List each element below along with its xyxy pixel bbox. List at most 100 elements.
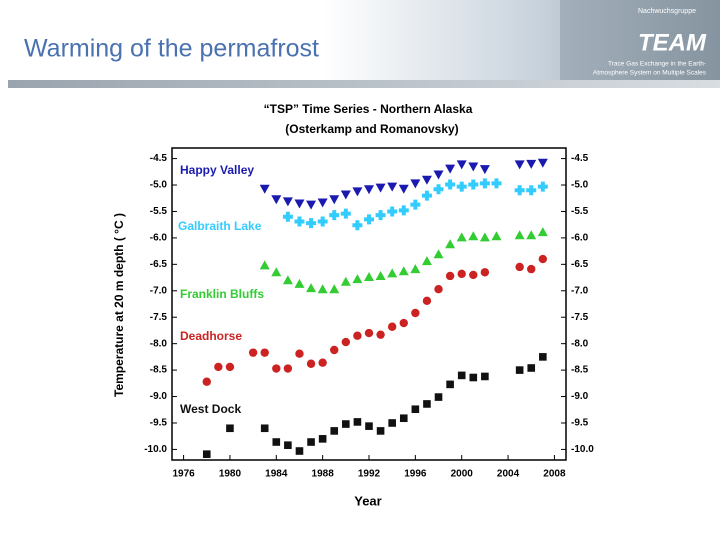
y-tick-label: -5.0 <box>150 180 168 191</box>
series-label: West Dock <box>180 402 241 416</box>
data-point <box>456 160 467 170</box>
data-point <box>387 182 398 192</box>
data-point <box>259 184 270 194</box>
data-point <box>433 170 444 180</box>
data-point <box>388 419 396 427</box>
x-tick-label: 1988 <box>312 469 335 480</box>
data-point <box>479 178 490 189</box>
series-label: Happy Valley <box>180 163 254 177</box>
data-point <box>306 359 316 368</box>
y-tick-label: -8.0 <box>150 338 168 349</box>
data-point <box>282 211 293 222</box>
data-point <box>433 249 444 259</box>
data-point <box>375 270 386 280</box>
data-point <box>398 266 409 276</box>
data-point <box>202 450 211 458</box>
data-point <box>537 158 548 168</box>
data-point <box>340 190 351 200</box>
chart-title: “TSP” Time Series - Northern Alaska <box>264 102 473 116</box>
data-point <box>445 179 456 190</box>
data-point <box>446 380 454 389</box>
data-point <box>214 362 223 372</box>
data-point <box>306 200 317 210</box>
y2-tick-label: -7.0 <box>571 285 589 296</box>
data-point <box>457 269 466 279</box>
data-point <box>353 418 362 426</box>
data-point <box>527 364 536 372</box>
x-tick-label: 2000 <box>451 469 474 480</box>
y-tick-label: -7.5 <box>150 312 168 323</box>
data-point <box>399 414 408 423</box>
data-point <box>226 424 234 433</box>
data-point <box>317 216 328 227</box>
series-label: Franklin Bluffs <box>180 287 264 301</box>
header-rule <box>8 80 720 88</box>
y2-tick-label: -6.0 <box>571 233 589 244</box>
y-tick-label: -8.5 <box>150 365 168 376</box>
y-axis-label: Temperature at 20 m depth ( °C ) <box>112 213 126 397</box>
data-point <box>468 231 479 241</box>
y-tick-label: -10.0 <box>144 444 167 455</box>
data-point <box>421 175 432 185</box>
y2-tick-label: -5.5 <box>571 206 589 217</box>
y2-tick-label: -10.0 <box>571 444 594 455</box>
data-point <box>376 427 385 435</box>
data-point <box>294 199 305 209</box>
data-point <box>399 318 408 328</box>
data-point <box>341 337 351 347</box>
data-point <box>410 264 421 274</box>
chart-subtitle: (Osterkamp and Romanovsky) <box>285 122 458 136</box>
series-label: Galbraith Lake <box>178 219 262 233</box>
data-point <box>421 190 432 201</box>
y2-tick-label: -5.0 <box>571 180 589 191</box>
data-point <box>445 271 455 281</box>
data-point <box>434 284 443 294</box>
data-point <box>330 345 339 355</box>
data-point <box>468 162 479 172</box>
data-point <box>526 230 537 240</box>
data-point <box>284 441 292 449</box>
y-tick-label: -7.0 <box>150 285 168 296</box>
x-tick-label: 1980 <box>219 469 242 480</box>
data-point <box>526 159 537 169</box>
data-point <box>411 308 420 318</box>
x-tick-label: 1992 <box>358 469 381 480</box>
data-point <box>271 267 282 277</box>
data-point <box>387 206 398 217</box>
data-point <box>340 276 351 286</box>
data-point <box>282 197 293 207</box>
data-point <box>398 184 409 194</box>
data-point <box>411 405 420 414</box>
y-tick-label: -9.0 <box>150 391 168 402</box>
y2-tick-label: -9.0 <box>571 391 589 402</box>
data-point <box>364 272 374 282</box>
y-tick-label: -9.5 <box>150 418 168 429</box>
data-point <box>329 284 340 294</box>
data-point <box>353 331 362 340</box>
y2-tick-label: -9.5 <box>571 418 589 429</box>
data-point <box>423 400 431 408</box>
data-point <box>259 260 270 270</box>
y-tick-label: -5.5 <box>150 206 168 217</box>
data-point <box>375 210 386 221</box>
series-label: Deadhorse <box>180 329 242 343</box>
data-point <box>537 181 548 192</box>
data-point <box>456 181 467 192</box>
y-tick-label: -4.5 <box>150 153 168 164</box>
data-point <box>422 296 432 306</box>
data-point <box>491 178 502 189</box>
data-point <box>469 270 478 280</box>
data-point <box>421 256 432 266</box>
data-point <box>272 438 281 446</box>
data-point <box>294 216 305 227</box>
y2-tick-label: -7.5 <box>571 312 589 323</box>
data-point <box>526 185 537 196</box>
logo-line: Trace Gas Exchange in the Earth- <box>608 61 706 68</box>
data-point <box>445 239 456 249</box>
data-point <box>352 187 363 197</box>
data-point <box>295 349 304 358</box>
data-point <box>376 330 385 339</box>
x-tick-label: 2008 <box>543 469 566 480</box>
data-point <box>434 393 443 401</box>
data-point <box>457 371 466 380</box>
